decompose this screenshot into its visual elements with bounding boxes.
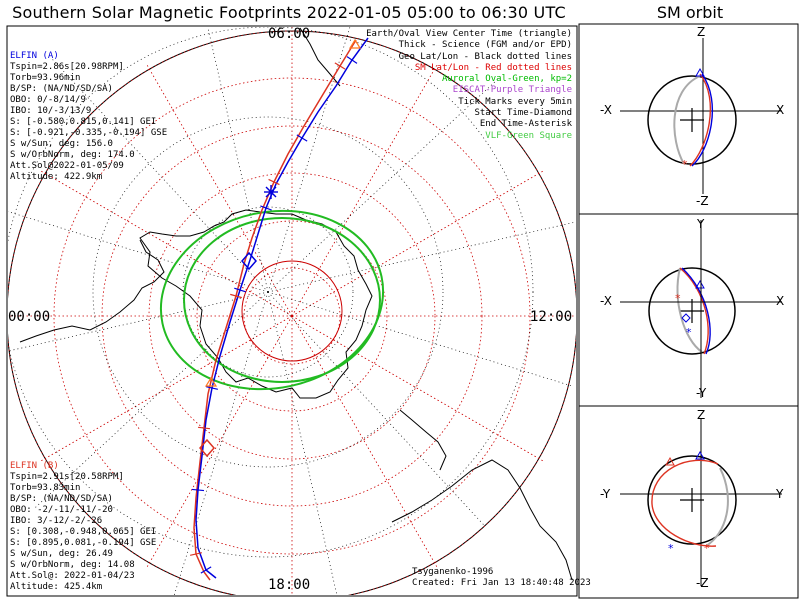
sm-panel-3-bottom-label: -Z: [696, 576, 709, 590]
elfin-b-info-line: OBO: -2/-11/-11/-20: [10, 505, 113, 515]
elfin-a-info-line: S w/Sun, deg: 156.0: [10, 139, 113, 149]
elfin-a-info-line: OBO: 0/-8/14/9: [10, 95, 86, 105]
polar-map: [8, 27, 576, 595]
elfin-a-info-line: S: [-0.580,0.815,0.141] GEI: [10, 117, 157, 127]
tick-mark: [346, 56, 358, 64]
australia-coastline: [391, 459, 573, 581]
sm-panel-yz: * *: [620, 418, 782, 586]
tick-mark: [260, 205, 272, 211]
elfin-a-start-diamond: [241, 251, 257, 271]
elfin-a-info-line: S w/OrbNorm, deg: 174.0: [10, 150, 135, 160]
south-america-coastline: [19, 239, 165, 343]
sm-pole-circle: [241, 260, 343, 362]
sm-panel-xy: * *: [620, 220, 782, 398]
elfin-a-tick-marks: [191, 56, 358, 574]
svg-text:*: *: [668, 542, 674, 555]
elfin-a-info-line: ELFIN (A): [10, 51, 59, 61]
svg-text:*: *: [704, 542, 710, 555]
sm-lon-lines: [8, 27, 576, 595]
tick-mark: [268, 178, 280, 186]
elfin-a-info-line: Torb=93.96min: [10, 73, 81, 83]
sm-panel-1-top-label: Z: [697, 25, 706, 39]
antarctica-coastline: [139, 209, 373, 399]
created-timestamp: Created: Fri Jan 13 18:40:48 2023: [412, 578, 591, 588]
elfin-b-info-line: Att.Sol@: 2022-01-04/23: [10, 571, 135, 581]
elfin-a-end-asterisk: [264, 185, 278, 199]
svg-text:*: *: [675, 292, 681, 305]
sm-panel-1-left-label: -X: [600, 103, 612, 117]
elfin-b-info-line: S: [0.895,0.081,-0.194] GSE: [10, 538, 157, 548]
auroral-oval-outer: [159, 209, 385, 391]
sm-panel-2-left-label: -X: [600, 294, 612, 308]
sm-panel-2-top-label: Y: [697, 217, 705, 231]
hour-label-bottom: 18:00: [268, 577, 311, 593]
hour-label-right: 12:00: [530, 309, 573, 325]
map-legend: Earth/Oval View Center Time (triangle) Th…: [366, 29, 572, 142]
elfin-b-start-diamond: [199, 438, 215, 458]
elfin-b-info-line: S: [0.308,-0.948,0.065] GEI: [10, 527, 157, 537]
elfin-b-view-center-triangle: [204, 376, 218, 387]
elfin-b-info-line: B/SP: (NA/ND/SD/SA): [10, 494, 113, 504]
map-frame: [6, 25, 578, 597]
elfin-b-info-line: ELFIN (B): [10, 461, 59, 471]
model-credit: Tsyganenko-1996: [412, 567, 494, 577]
elfin-b-tick-marks: [190, 62, 346, 556]
svg-text:*: *: [682, 158, 688, 171]
sm-panel-2-right-label: X: [776, 294, 785, 308]
legend-entry: Thick - Science (FGM and/or EPD): [398, 40, 572, 51]
hour-label-top: 06:00: [268, 26, 311, 42]
legend-entry: Start Time-Diamond: [474, 108, 572, 119]
svg-text:*: *: [686, 326, 692, 339]
legend-entry: Tick Marks every 5min: [458, 96, 572, 107]
page-title: Southern Solar Magnetic Footprints 2022-…: [12, 3, 566, 22]
elfin-a-info-line: S: [-0.921,-0.335,-0.194] GSE: [10, 128, 168, 138]
sm-orbit-panels: [578, 23, 799, 599]
legend-entry: End Time-Asterisk: [479, 119, 572, 130]
elfin-a-info-line: B/SP: (NA/ND/SD/SA): [10, 84, 113, 94]
elfin-b-footprint-track: [193, 39, 357, 581]
elfin-b-info-line: Tspin=2.91s[20.58RPM]: [10, 472, 124, 482]
geo-lon-lines: [8, 27, 576, 595]
tick-mark: [190, 552, 202, 556]
sm-panel-1-bottom-label: -Z: [696, 194, 709, 208]
sm-panel-3-right-label: Y: [776, 487, 784, 501]
elfin-b-info-line: Torb=93.83min: [10, 483, 81, 493]
tick-mark: [206, 386, 218, 390]
legend-entry: Geo Lat/Lon - Black dotted lines: [398, 51, 572, 62]
elfin-a-info-line: Att.Sol@2022-01-05/09: [10, 161, 124, 171]
tick-mark: [234, 287, 246, 293]
sm-panel-xz: *: [620, 38, 782, 194]
hour-label-left: 00:00: [8, 309, 51, 325]
legend-entry: EISCAT-Purple Triangle: [452, 85, 572, 96]
auroral-oval-inner: [183, 217, 381, 383]
sm-panel-3-top-label: Z: [697, 408, 706, 422]
geo-lat-circles: [8, 27, 534, 558]
new-zealand-coastline: [399, 409, 447, 471]
elfin-a-info-line: Altitude: 422.9km: [10, 172, 103, 182]
elfin-a-info: ELFIN (A) Tspin=2.86s[20.98RPM] Torb=93.96…: [10, 29, 167, 194]
tick-mark: [296, 134, 308, 142]
elfin-b-info-line: S w/OrbNorm, deg: 14.08: [10, 560, 135, 570]
elfin-b-info-line: S w/Sun, deg: 26.49: [10, 549, 113, 559]
tick-mark: [191, 488, 205, 492]
elfin-a-info-line: Tspin=2.86s[20.98RPM]: [10, 62, 124, 72]
elfin-b-info-line: IBO: 3/-12/-2/-26: [10, 516, 103, 526]
legend-entry: VLF-Green Square: [485, 130, 572, 141]
legend-entry: SM Lat/Lon - Red dotted lines: [414, 62, 572, 73]
sm-panel-1-right-label: X: [776, 103, 785, 117]
tick-mark: [230, 293, 242, 299]
elfin-b-info-line: Altitude: 425.4km: [10, 582, 103, 592]
elfin-a-view-center-triangle: [348, 38, 362, 49]
elfin-a-info-line: IBO: 10/-3/13/9: [10, 106, 92, 116]
legend-entry: Earth/Oval View Center Time (triangle): [366, 29, 572, 39]
sm-panel-2-bottom-label: -Y: [696, 386, 707, 400]
tick-mark: [200, 566, 212, 574]
legend-entry: Auroral Oval-Green, kp=2: [441, 74, 572, 85]
elfin-b-info: ELFIN (B) Tspin=2.91s[20.58RPM] Torb=93.83…: [10, 439, 156, 604]
sm-orbit-title: SM orbit: [656, 3, 724, 22]
tick-mark: [334, 62, 346, 70]
tick-mark: [197, 426, 211, 430]
sm-panel-3-left-label: -Y: [600, 487, 611, 501]
